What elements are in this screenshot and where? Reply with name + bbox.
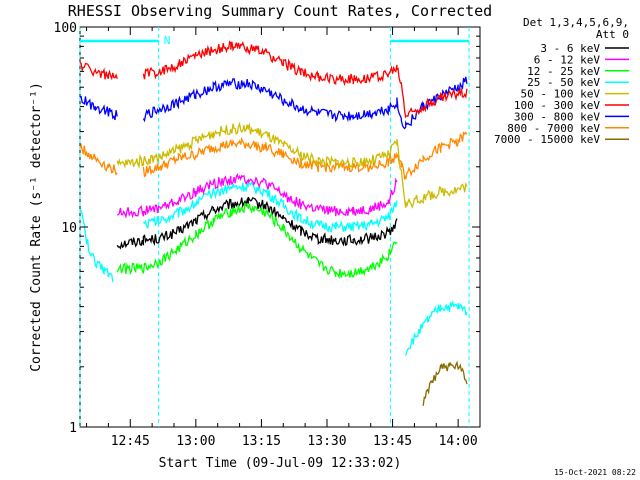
x-tick-label: 14:00 [439,434,478,449]
legend-header-line-2: Att 0 [596,28,629,41]
series-line [116,196,398,250]
y-axis-ticks: 1 10 100 [54,21,480,436]
legend-entry-label: 100 - 300 keV [514,99,600,112]
series-line [116,202,398,280]
x-tick-label: 12:45 [111,434,150,449]
legend-entry-label: 25 - 50 keV [527,76,600,89]
legend-entry-label: 800 - 7000 keV [507,122,600,135]
x-tick-label: 13:15 [242,434,281,449]
legend-entry-label: 300 - 800 keV [514,110,600,123]
legend-header-line-1: Det 1,3,4,5,6,9, [523,16,629,29]
series-line [79,76,468,130]
series-line [116,172,398,219]
series-line [79,40,468,118]
x-tick-label: 13:30 [307,434,346,449]
legend-entry-label: 50 - 100 keV [521,88,601,101]
series-line [79,181,468,356]
series-line [116,121,468,209]
plot-area: N 12:45 13:00 13:15 13:30 13:45 14:00 1 10 100 [54,21,481,449]
series-line [79,131,468,181]
chart-title: RHESSI Observing Summary Count Rates, Co… [68,2,492,20]
legend-entry-label: 6 - 12 keV [534,53,601,66]
y-tick-label: 10 [61,221,77,236]
y-tick-label: 100 [54,21,77,36]
y-tick-label: 1 [69,421,77,436]
series-lines [79,40,468,406]
x-axis-ticks: 12:45 13:00 13:15 13:30 13:45 14:00 [86,27,481,449]
y-axis-label: Corrected Count Rate (s⁻¹ detector⁻¹) [29,82,44,372]
legend-entry-label: 3 - 6 keV [540,42,600,55]
night-marker-label: N [164,34,171,47]
night-markers: N [79,27,470,427]
generation-timestamp: 15-Oct-2021 08:22 [554,468,636,477]
legend-entry-label: 12 - 25 keV [527,65,600,78]
x-axis-label: Start Time (09-Jul-09 12:33:02) [159,456,402,471]
series-line [422,360,468,406]
legend-entry-label: 7000 - 15000 keV [494,133,600,146]
x-tick-label: 13:45 [373,434,412,449]
x-tick-label: 13:00 [176,434,215,449]
